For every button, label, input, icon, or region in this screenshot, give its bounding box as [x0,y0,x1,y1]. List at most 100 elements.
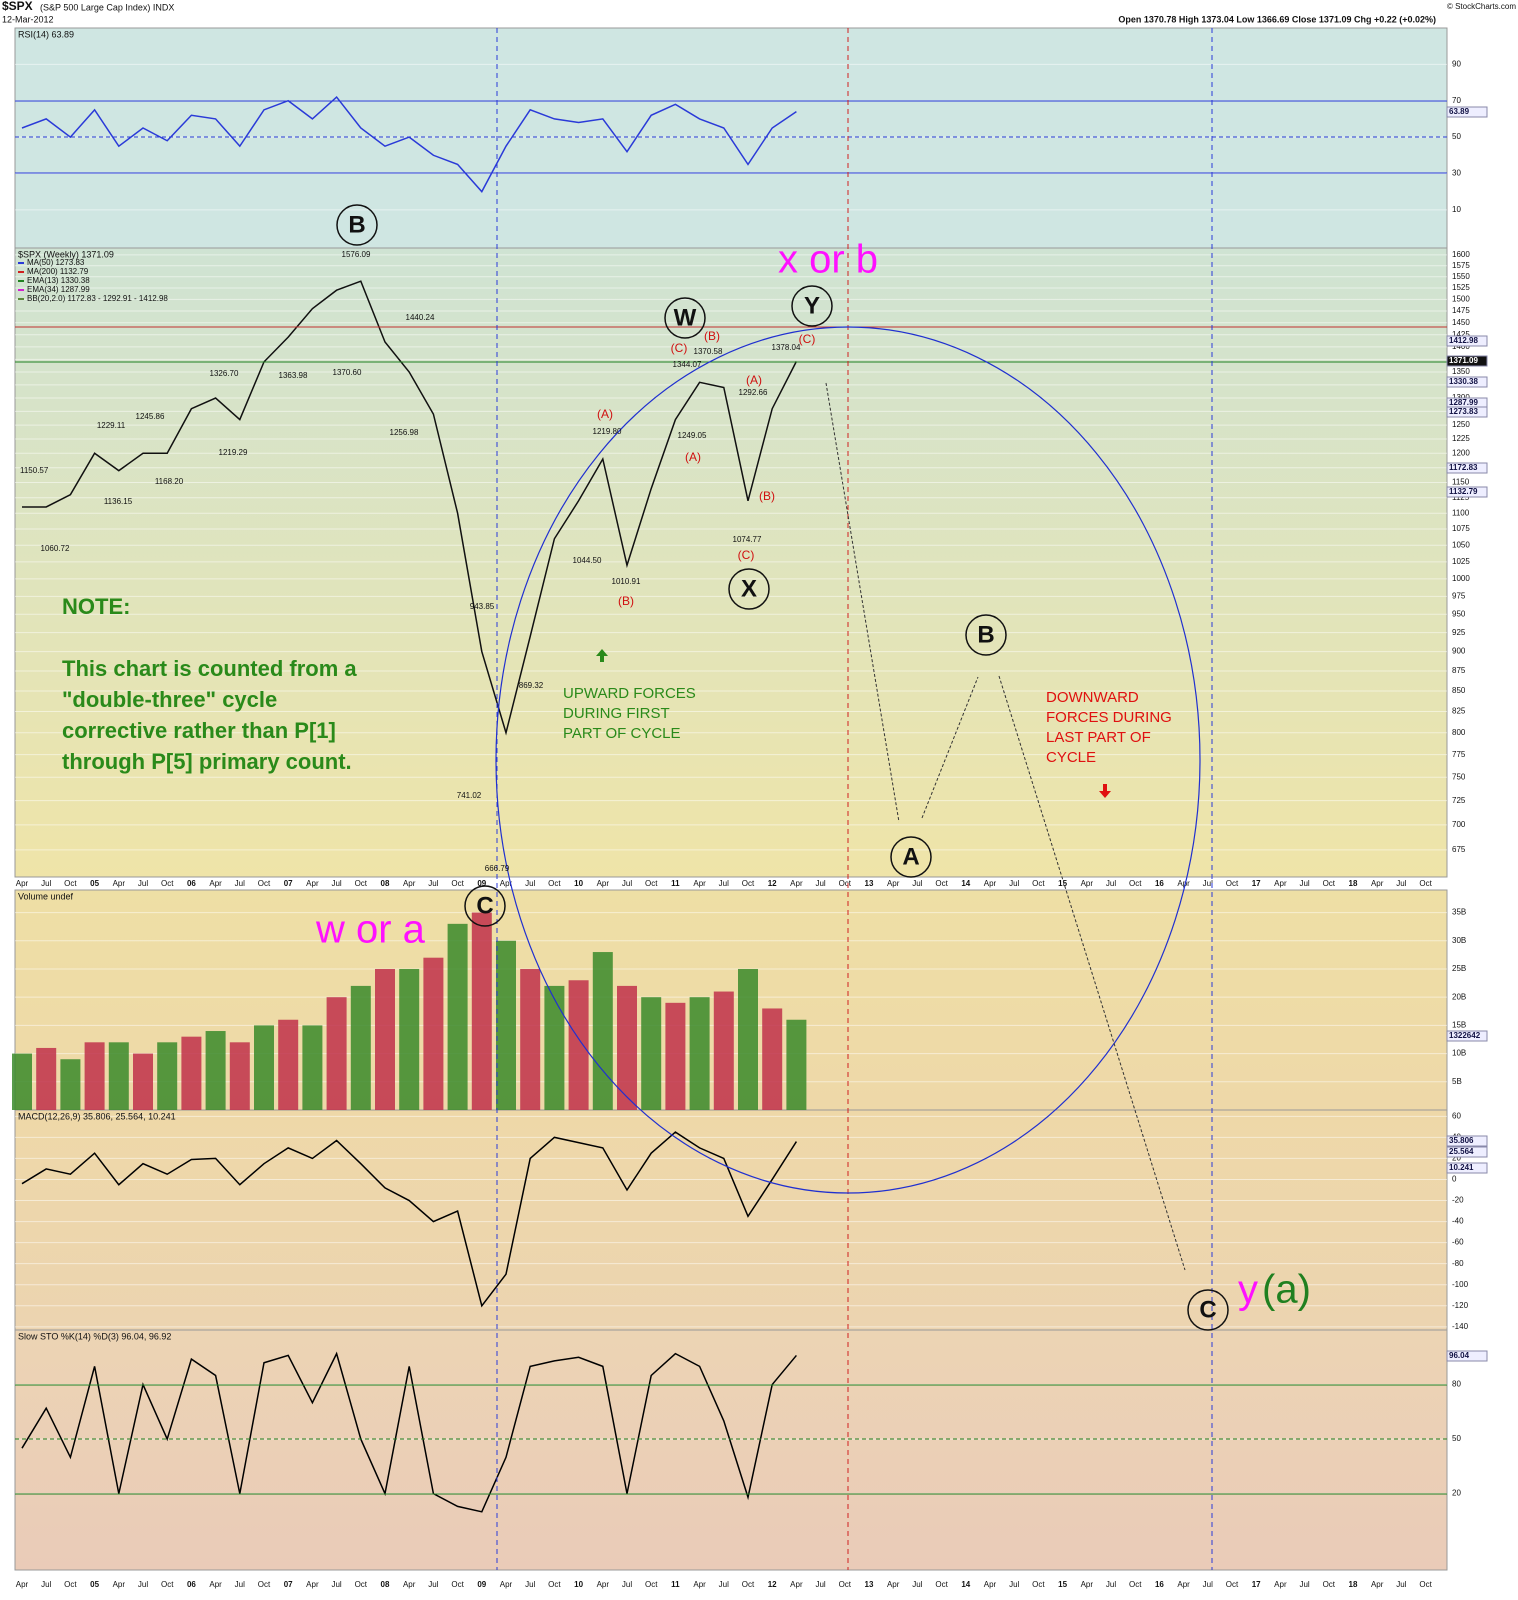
cycle-label: y [1238,1268,1258,1312]
price-label: 1060.72 [41,544,70,553]
downward-note: FORCES DURING [1046,709,1172,726]
y-tick-label: 1200 [1452,448,1470,457]
volume-bar [762,1008,783,1110]
legend-swatch [18,289,24,291]
sub-wave-label: (C) [799,332,816,346]
x-tick-label: Apr [1081,879,1094,888]
legend-swatch [18,271,24,273]
volume-bar [84,1042,105,1110]
value-tag-label: 1132.79 [1449,487,1478,496]
x-tick-label: Oct [161,1580,174,1589]
series-line [21,1351,797,1513]
value-tag [1446,486,1488,498]
credit: © StockCharts.com [1447,2,1516,11]
price-label: 666.79 [485,864,510,873]
y-tick-label: 1500 [1452,294,1470,303]
x-tick-label: Oct [645,1580,658,1589]
x-tick-label: Apr [984,1580,997,1589]
price-label: 1245.86 [136,412,165,421]
x-tick-label: Jul [912,879,922,888]
volume-bar [157,1042,178,1110]
x-tick-label: Apr [113,879,126,888]
note-line: This chart is counted from a [62,656,357,681]
x-tick-label: Apr [790,1580,803,1589]
x-tick-label: Oct [1129,879,1142,888]
x-tick-label: Jul [41,1580,51,1589]
y-tick-label: 1100 [1452,508,1470,517]
panel-title: Volume undef [18,891,74,901]
price-label: 741.02 [457,791,482,800]
x-tick-label: Jul [719,879,729,888]
x-tick-label: 15 [1058,879,1067,888]
price-label: 1292.66 [739,388,768,397]
projection-line [921,676,979,819]
x-tick-label: 12 [768,879,777,888]
wave-circle [336,204,378,246]
wave-label: B [348,211,365,238]
legend-entry: MA(200) 1132.79 [27,267,89,276]
y-tick-label: 775 [1452,750,1466,759]
volume-bar [60,1059,81,1110]
y-tick-label: 950 [1452,609,1466,618]
price-label: 1136.15 [104,497,133,506]
x-tick-label: Apr [1081,1580,1094,1589]
y-tick-label: 700 [1452,820,1466,829]
x-tick-label: Apr [306,1580,319,1589]
y-tick-label: 1475 [1452,306,1470,315]
x-tick-label: Jul [1106,879,1116,888]
price-label: 1150.57 [20,466,49,475]
sub-wave-label: (C) [671,341,688,355]
x-tick-label: Jul [331,879,341,888]
volume-bar [496,940,516,1110]
x-tick-label: 07 [284,879,293,888]
x-tick-label: Apr [887,879,900,888]
x-tick-label: Oct [355,879,368,888]
y-tick-label: 1025 [1452,557,1470,566]
price-label: 1370.60 [333,368,362,377]
value-tag-label: 1172.83 [1449,463,1478,472]
x-tick-label: Oct [451,1580,464,1589]
price-label: 943.85 [470,602,495,611]
value-tag-label: 1330.38 [1449,377,1478,386]
value-tag [1446,1162,1488,1174]
volume-bar [665,1002,686,1110]
y-tick-label: 50 [1452,132,1461,141]
wave-label: X [741,575,757,602]
x-tick-label: Apr [693,879,706,888]
x-tick-label: Oct [839,879,852,888]
y-tick-label: 1150 [1452,478,1470,487]
x-tick-label: Jul [428,1580,438,1589]
y-tick-label: -120 [1452,1301,1469,1310]
sub-wave-label: (B) [704,329,720,343]
volume-bar [738,968,758,1110]
x-tick-label: Apr [597,1580,610,1589]
x-tick-label: Jul [525,879,535,888]
volume-bar [36,1047,57,1110]
price-label: 1344.07 [673,360,702,369]
y-tick-label: 10 [1452,205,1461,214]
x-tick-label: 14 [961,879,970,888]
value-tag [1446,106,1488,118]
price-label: 1219.80 [593,427,622,436]
legend-swatch [18,280,24,282]
price-label: 1326.70 [210,369,239,378]
y-tick-label: 35B [1452,908,1466,917]
x-tick-label: 08 [381,1580,390,1589]
x-tick-label: Jul [428,879,438,888]
volume-bar [641,997,662,1110]
wave-label: A [902,843,919,870]
price-label: 1378.04 [772,343,801,352]
x-tick-label: 16 [1155,1580,1164,1589]
x-tick-label: Oct [1419,879,1432,888]
y-tick-label: 725 [1452,796,1466,805]
x-tick-label: Apr [1371,1580,1384,1589]
panel-title: $SPX (Weekly) 1371.09 [18,249,114,259]
x-tick-label: Jul [138,879,148,888]
x-tick-label: Jul [815,1580,825,1589]
x-tick-label: 06 [187,1580,196,1589]
x-tick-label: 05 [90,879,99,888]
x-tick-label: 09 [477,879,486,888]
y-tick-label: 1450 [1452,318,1470,327]
volume-bar [350,985,371,1110]
y-tick-label: -20 [1452,1196,1464,1205]
